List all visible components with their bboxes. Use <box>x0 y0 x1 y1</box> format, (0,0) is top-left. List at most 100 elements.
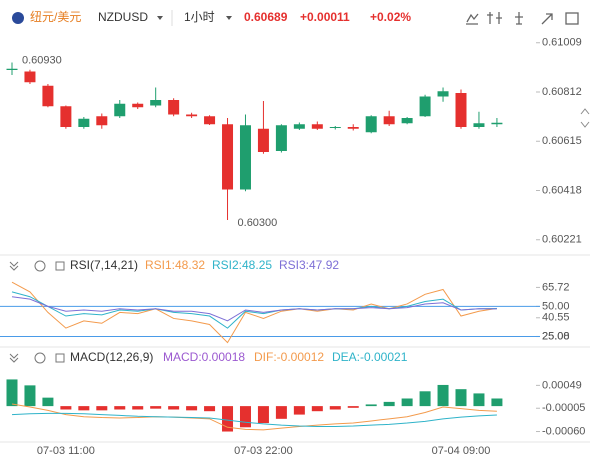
candle-body <box>293 124 305 129</box>
y-tick-label: -0.00060 <box>542 425 585 437</box>
candle-body <box>6 68 18 70</box>
candle-body <box>419 96 431 117</box>
scale-toggle[interactable] <box>580 108 590 128</box>
settings-icon[interactable] <box>34 260 46 272</box>
candle-body <box>132 103 144 108</box>
macd-title: MACD(12,26,9) <box>70 350 153 364</box>
histogram-bar <box>78 406 90 411</box>
candle-body <box>239 125 251 190</box>
histogram-bar <box>204 406 216 412</box>
pair-name[interactable]: 纽元/美元 <box>30 10 81 24</box>
toggle-icon[interactable] <box>55 261 65 271</box>
histogram-bar <box>257 406 269 424</box>
histogram-bar <box>132 406 144 410</box>
expand-tool[interactable] <box>541 13 553 25</box>
settings-tool[interactable] <box>565 12 579 25</box>
collapse-icon[interactable] <box>9 261 19 271</box>
y-tick-label: 50.00 <box>542 300 570 312</box>
candle-body <box>78 118 90 127</box>
candle-body <box>114 103 126 117</box>
candle-body <box>347 127 359 129</box>
indicator-tool[interactable] <box>487 12 502 24</box>
histogram-bar <box>239 406 251 428</box>
y-tick-label: 25.00 <box>542 330 570 342</box>
histogram-bar <box>186 406 198 411</box>
dropdown-arrow[interactable] <box>226 16 232 20</box>
histogram-bar <box>383 401 395 407</box>
y-tick-label: 0.60418 <box>542 184 582 196</box>
interval[interactable]: 1小时 <box>184 10 215 24</box>
y-tick-label: 0.00049 <box>542 379 582 391</box>
y-tick-label: -0.00005 <box>542 402 585 414</box>
rsi-title: RSI(7,14,21) <box>70 258 138 272</box>
histogram-bar <box>114 406 126 410</box>
y-tick-label: 25.08 <box>542 330 570 342</box>
candle-body <box>204 116 216 125</box>
y-tick-label: 0.60221 <box>542 234 582 246</box>
toolbar <box>466 12 579 25</box>
candle-body <box>473 123 485 127</box>
candle-body <box>329 127 341 128</box>
y-tick-label: 0.60615 <box>542 135 582 147</box>
histogram-bar <box>293 406 305 415</box>
histogram-bar <box>329 406 341 410</box>
candle-body <box>491 122 503 125</box>
legend-entry: RSI1:48.32 <box>145 258 205 272</box>
candle-body <box>311 124 323 129</box>
candle-body <box>257 128 269 152</box>
legend-entry: DEA:-0.00021 <box>332 350 408 364</box>
histogram-bar <box>275 406 287 419</box>
histogram-bar <box>6 379 18 407</box>
histogram-bar <box>42 397 54 407</box>
legend-entry: RSI2:48.25 <box>212 258 272 272</box>
legend-entry: RSI3:47.92 <box>279 258 339 272</box>
histogram-bar <box>365 404 377 407</box>
candle-body <box>365 116 377 133</box>
histogram-bar <box>222 406 234 432</box>
x-tick-label: 07-04 09:00 <box>432 445 491 457</box>
annotation: 0.60930 <box>22 54 62 66</box>
histogram-bar <box>168 406 180 410</box>
candle-body <box>222 124 234 190</box>
annotation: 0.60300 <box>238 217 278 229</box>
compare-tool[interactable] <box>515 12 523 25</box>
histogram-bar <box>437 384 449 407</box>
candle-body <box>24 71 36 83</box>
histogram-bar <box>60 406 72 410</box>
line <box>11 281 497 344</box>
dropdown-arrow[interactable] <box>157 16 163 20</box>
histogram-bar <box>401 398 413 407</box>
histogram-bar <box>96 406 108 411</box>
candle-body <box>42 85 54 107</box>
change: +0.00011 <box>300 10 350 24</box>
line <box>11 403 497 431</box>
x-tick-label: 07-03 11:00 <box>37 445 95 457</box>
candle-body <box>60 106 72 127</box>
draw-tool[interactable] <box>466 13 479 25</box>
candle-body <box>383 116 395 125</box>
candle-body <box>150 100 162 106</box>
line <box>11 412 497 427</box>
y-tick-label: 40.55 <box>542 312 570 324</box>
legend-entry: MACD:0.00018 <box>163 350 245 364</box>
candle-body <box>401 118 413 124</box>
y-tick-label: 0.61009 <box>542 37 582 49</box>
legend-entry: DIF:-0.00012 <box>254 350 324 364</box>
toggle-icon[interactable] <box>55 353 65 363</box>
y-tick-label: 0.60812 <box>542 86 582 98</box>
settings-icon[interactable] <box>34 352 46 364</box>
candle-body <box>186 114 198 117</box>
collapse-icon[interactable] <box>9 353 19 363</box>
histogram-bar <box>150 406 162 409</box>
change-pct: +0.02% <box>370 10 411 24</box>
candle-body <box>168 100 180 115</box>
symbol[interactable]: NZDUSD <box>98 10 148 24</box>
y-tick-label: 65.72 <box>542 281 570 293</box>
histogram-bar <box>473 393 485 407</box>
candle-body <box>96 116 108 126</box>
histogram-bar <box>491 398 503 407</box>
price: 0.60689 <box>244 10 288 24</box>
histogram-bar <box>419 391 431 407</box>
